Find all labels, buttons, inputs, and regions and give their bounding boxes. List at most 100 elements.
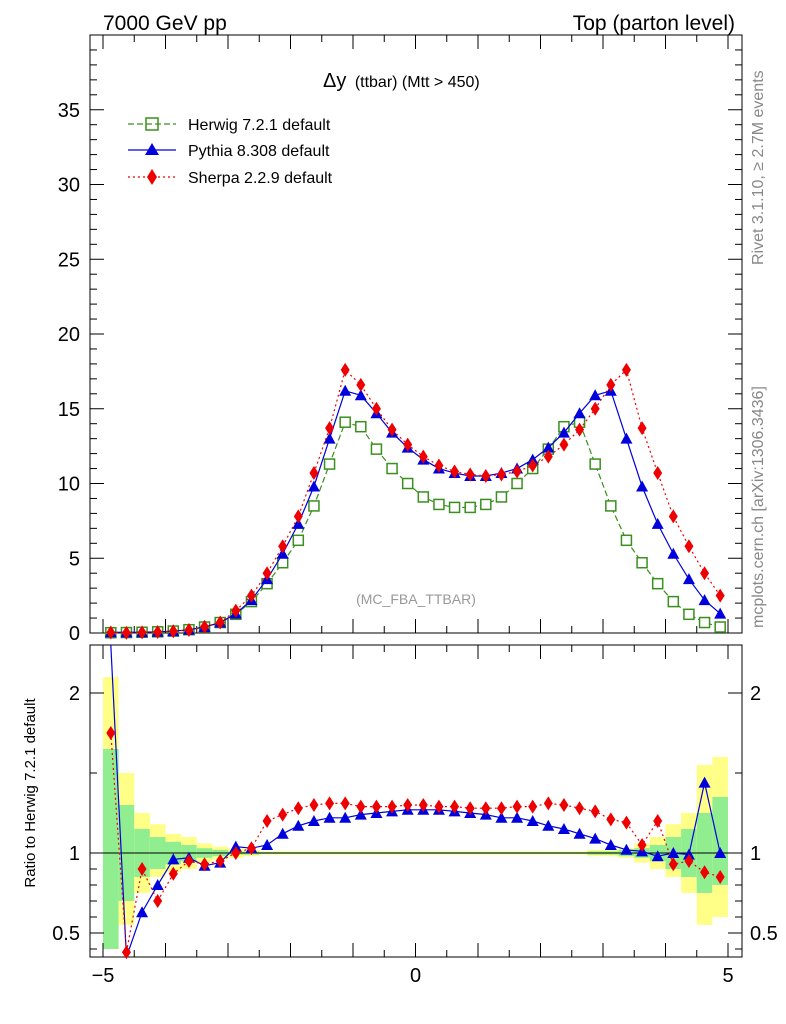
ratio-point-sherpa xyxy=(168,866,178,881)
ratio-point-sherpa xyxy=(262,814,272,828)
main-ytick-label: 15 xyxy=(58,399,80,421)
ratio-xtick-label: −5 xyxy=(92,965,115,987)
data-point-sherpa xyxy=(293,509,303,524)
ratio-point-sherpa xyxy=(293,801,303,816)
data-point-sherpa xyxy=(606,377,616,392)
ratio-point-sherpa xyxy=(325,796,335,811)
ratio-point-sherpa xyxy=(340,796,350,811)
series-line-sherpa xyxy=(110,368,721,634)
data-point-herwig xyxy=(448,501,461,514)
main-ytick-label: 30 xyxy=(58,175,80,197)
ratio-point-pythia xyxy=(573,827,586,839)
ratio-point-pythia xyxy=(307,815,320,826)
data-point-herwig xyxy=(433,498,445,511)
ratio-xtick-label: 0 xyxy=(410,965,421,987)
chart-marks: 0 5 10 15 20 25 30 35 −5 0 5 0.5 0.5 1 1 2 2 xyxy=(52,35,778,987)
data-point-sherpa xyxy=(684,539,694,554)
ratio-point-sherpa xyxy=(184,854,194,868)
ratio-point-pythia xyxy=(714,847,727,858)
data-point-herwig xyxy=(292,534,305,547)
data-point-herwig xyxy=(370,443,383,455)
data-point-sherpa xyxy=(621,362,631,377)
data-point-herwig xyxy=(308,500,320,512)
data-point-sherpa xyxy=(215,615,225,630)
ratio-xtick-label: 5 xyxy=(722,965,733,987)
data-point-herwig xyxy=(651,577,664,590)
data-point-sherpa xyxy=(590,401,600,416)
series-line-pythia xyxy=(110,390,721,634)
analysis-watermark: (MC_FBA_TTBAR) xyxy=(356,591,476,607)
data-point-sherpa xyxy=(653,466,663,481)
ratio-point-pythia xyxy=(651,850,664,862)
ratio-point-sherpa xyxy=(543,796,553,811)
legend-marker-herwig xyxy=(145,117,159,131)
data-point-sherpa xyxy=(403,437,413,452)
data-point-sherpa xyxy=(496,467,506,482)
data-point-sherpa xyxy=(528,458,538,473)
ratio-point-sherpa xyxy=(528,799,538,814)
ratio-point-sherpa xyxy=(684,854,694,868)
ratio-point-sherpa xyxy=(512,799,522,814)
data-point-sherpa xyxy=(278,539,288,554)
data-point-herwig xyxy=(355,420,367,433)
data-point-herwig xyxy=(511,477,523,490)
ratio-point-sherpa xyxy=(606,812,616,827)
data-point-herwig xyxy=(464,501,476,514)
data-point-sherpa xyxy=(637,421,647,436)
data-point-herwig xyxy=(323,458,336,470)
legend-entry-sherpa: Sherpa 2.2.9 default xyxy=(128,169,333,187)
ratio-point-sherpa xyxy=(106,726,116,740)
data-point-pythia xyxy=(339,384,352,396)
data-point-sherpa xyxy=(121,625,131,640)
data-point-herwig xyxy=(605,500,617,512)
data-point-sherpa xyxy=(371,401,381,416)
data-point-herwig xyxy=(683,608,695,621)
data-point-sherpa xyxy=(450,464,460,479)
data-point-herwig xyxy=(339,416,351,428)
ratio-ytick-label-right: 2 xyxy=(750,683,761,705)
data-point-pythia xyxy=(589,389,602,401)
ratio-point-pythia xyxy=(276,827,289,839)
ratio-point-sherpa xyxy=(215,854,225,868)
ratio-point-sherpa xyxy=(653,814,663,828)
data-point-herwig xyxy=(480,498,492,511)
ratio-ytick-label: 2 xyxy=(69,683,80,705)
ratio-point-sherpa xyxy=(418,798,428,812)
ratio-point-pythia xyxy=(136,906,149,918)
ratio-line-sherpa xyxy=(110,732,721,953)
ratio-point-sherpa xyxy=(559,798,569,812)
ratio-point-sherpa xyxy=(450,799,460,814)
ratio-point-sherpa xyxy=(496,801,506,816)
rivet-label: Rivet 3.1.10, ≥ 2.7M events xyxy=(750,70,767,265)
legend-entry-herwig: Herwig 7.2.1 default xyxy=(128,117,331,134)
data-point-pythia xyxy=(573,407,586,419)
ratio-point-sherpa xyxy=(575,801,585,816)
plot-title: Δy (ttbar) (Mtt > 450) xyxy=(323,70,480,92)
ratio-band-green xyxy=(712,797,728,885)
ratio-point-pythia xyxy=(667,847,680,858)
data-point-sherpa xyxy=(231,603,241,618)
legend: Herwig 7.2.1 default Pythia 8.308 defaul… xyxy=(128,117,333,187)
data-point-herwig xyxy=(417,491,430,503)
main-ytick-label: 5 xyxy=(69,548,80,570)
data-point-sherpa xyxy=(262,566,272,581)
main-ytick-label: 25 xyxy=(58,249,80,271)
data-point-sherpa xyxy=(481,469,491,484)
data-point-sherpa xyxy=(700,566,710,581)
ratio-point-sherpa xyxy=(371,799,381,814)
ratio-point-sherpa xyxy=(246,841,256,856)
data-point-sherpa xyxy=(418,449,428,464)
ratio-point-pythia xyxy=(151,879,164,890)
ratio-point-sherpa xyxy=(465,801,475,816)
data-point-pythia xyxy=(307,480,320,492)
data-point-pythia xyxy=(682,573,695,585)
ratio-point-pythia xyxy=(261,839,274,850)
legend-label-herwig: Herwig 7.2.1 default xyxy=(188,117,331,134)
ratio-point-pythia xyxy=(589,832,602,844)
ratio-point-sherpa xyxy=(153,894,163,908)
main-ytick-label: 35 xyxy=(58,100,80,122)
main-ytick-label: 0 xyxy=(69,623,80,645)
data-point-sherpa xyxy=(168,624,178,639)
data-point-herwig xyxy=(667,595,680,608)
